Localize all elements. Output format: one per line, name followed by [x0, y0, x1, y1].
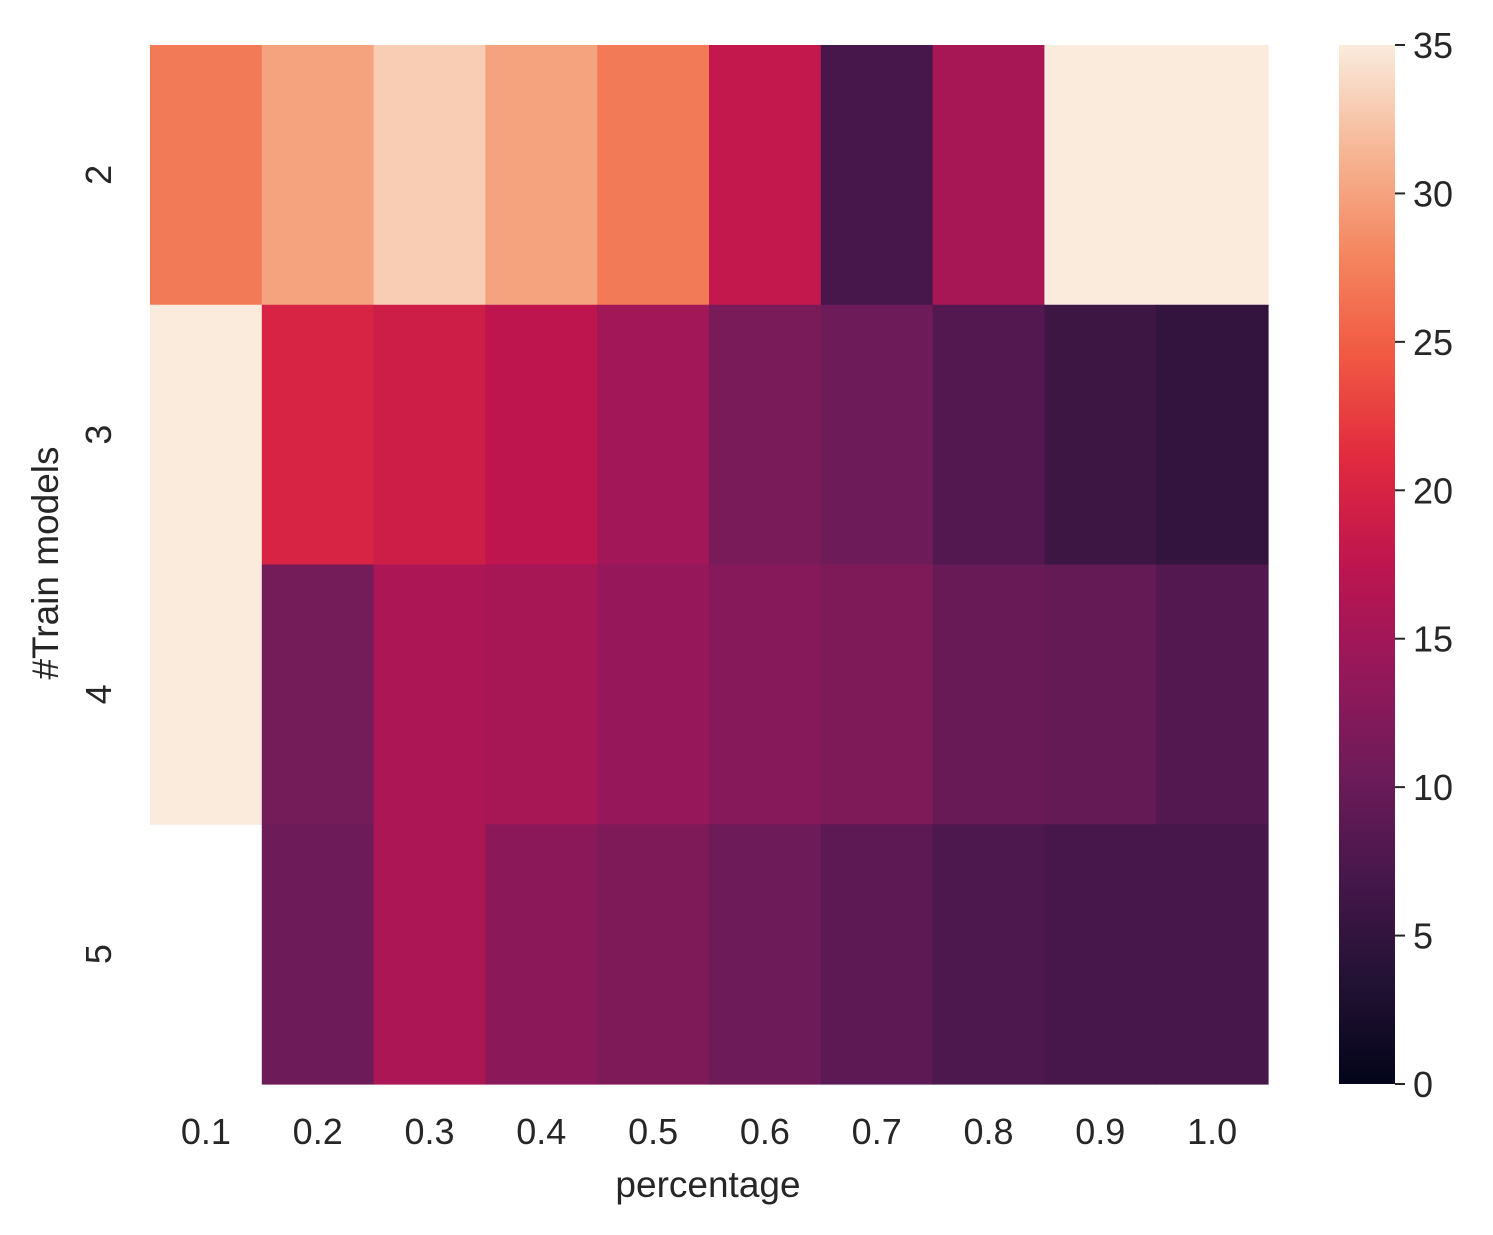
heatmap-cell [261, 45, 375, 306]
heatmap-cell [932, 824, 1045, 1085]
heatmap-cell [820, 824, 934, 1085]
heatmap-cell [485, 304, 598, 566]
heatmap-cell [373, 564, 486, 825]
heatmap-cell [932, 564, 1045, 825]
heatmap-cell [261, 824, 375, 1085]
colorbar-tick-label: 10 [1413, 767, 1453, 808]
x-axis-label: percentage [615, 1164, 800, 1205]
x-tick-label: 0.4 [516, 1111, 566, 1152]
heatmap-cell [709, 824, 822, 1085]
heatmap-cell [261, 304, 375, 566]
heatmap-cell [261, 564, 375, 825]
colorbar-tick-label: 30 [1413, 173, 1453, 214]
colorbar-tick-label: 0 [1413, 1064, 1433, 1105]
heatmap-cell [485, 564, 598, 825]
heatmap-cell [485, 824, 598, 1085]
heatmap-cell [597, 45, 710, 306]
heatmap-cell [373, 45, 486, 306]
heatmap-cell [1156, 45, 1269, 306]
heatmap-cell [1156, 824, 1269, 1085]
heatmap-cell [150, 564, 263, 825]
colorbar-tick-label: 35 [1413, 25, 1453, 66]
heatmap-cell [485, 45, 598, 306]
heatmap-cell [820, 564, 934, 825]
heatmap-cell [1044, 45, 1157, 306]
x-tick-label: 0.6 [740, 1111, 790, 1152]
x-tick-label: 0.9 [1075, 1111, 1125, 1152]
heatmap-cell [373, 824, 486, 1085]
heatmap-cell [150, 45, 263, 306]
heatmap-cell [932, 45, 1045, 306]
heatmap-cell [1044, 304, 1157, 566]
heatmap-cell [597, 824, 710, 1085]
y-tick-label: 3 [78, 425, 119, 445]
x-tick-label: 0.2 [293, 1111, 343, 1152]
x-tick-label: 0.1 [181, 1111, 231, 1152]
x-tick-labels: 0.1 0.2 0.3 0.4 0.5 0.6 0.7 0.8 0.9 1.0 [181, 1111, 1237, 1152]
x-tick-label: 0.8 [963, 1111, 1013, 1152]
x-tick-label: 0.5 [628, 1111, 678, 1152]
x-tick-label: 1.0 [1187, 1111, 1237, 1152]
y-axis-label: #Train models [25, 446, 66, 679]
y-tick-label: 2 [78, 165, 119, 185]
heatmap-cell [373, 304, 486, 566]
heatmap-cell [597, 564, 710, 825]
heatmap-cell [1044, 824, 1157, 1085]
colorbar-tick-label: 5 [1413, 916, 1433, 957]
colorbar-tick-label: 15 [1413, 619, 1453, 660]
heatmap-cells [150, 45, 1269, 1085]
heatmap-cell [709, 564, 822, 825]
colorbar-tick-label: 25 [1413, 322, 1453, 363]
y-tick-label: 4 [78, 684, 119, 704]
heatmap-cell [1044, 564, 1157, 825]
heatmap-cell [932, 304, 1045, 566]
y-tick-labels: 2 3 4 5 [78, 165, 119, 964]
colorbar-tick-label: 20 [1413, 470, 1453, 511]
y-tick-label: 5 [78, 944, 119, 964]
x-tick-label: 0.3 [404, 1111, 454, 1152]
heatmap-cell [820, 304, 934, 566]
colorbar-ticks: 0 5 10 15 20 25 30 35 [1395, 25, 1453, 1105]
x-tick-label: 0.7 [852, 1111, 902, 1152]
heatmap-cell [709, 304, 822, 566]
heatmap-cell [150, 304, 263, 566]
heatmap-cell [820, 45, 934, 306]
heatmap-cell [1156, 304, 1269, 566]
heatmap-cell [1156, 564, 1269, 825]
heatmap-cell [597, 304, 710, 566]
colorbar [1339, 45, 1395, 1084]
heatmap-cell [709, 45, 822, 306]
